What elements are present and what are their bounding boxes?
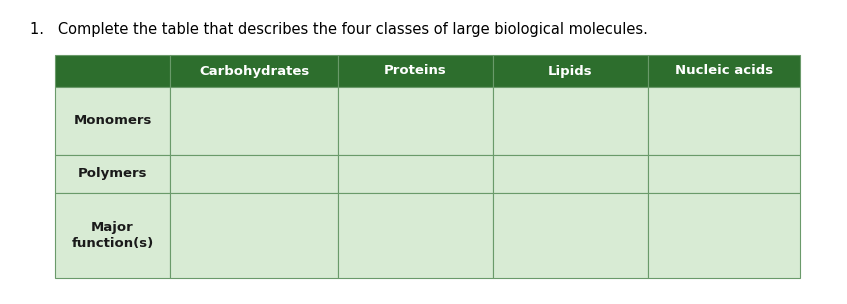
Bar <box>170 155 338 193</box>
Text: Polymers: Polymers <box>78 168 147 181</box>
Bar <box>648 193 800 278</box>
Bar <box>55 87 170 155</box>
Text: Carbohydrates: Carbohydrates <box>199 64 309 78</box>
Bar <box>338 193 493 278</box>
Text: Major
function(s): Major function(s) <box>71 222 153 250</box>
Bar <box>493 87 648 155</box>
Bar <box>55 55 170 87</box>
Text: Nucleic acids: Nucleic acids <box>675 64 773 78</box>
Text: Proteins: Proteins <box>385 64 447 78</box>
Bar <box>493 155 648 193</box>
Bar <box>648 55 800 87</box>
Bar <box>55 193 170 278</box>
Bar <box>338 87 493 155</box>
Bar <box>170 87 338 155</box>
Bar <box>493 193 648 278</box>
Bar <box>55 155 170 193</box>
Bar <box>648 155 800 193</box>
Bar <box>338 55 493 87</box>
Text: 1.   Complete the table that describes the four classes of large biological mole: 1. Complete the table that describes the… <box>30 22 648 37</box>
Bar <box>648 87 800 155</box>
Bar <box>338 155 493 193</box>
Text: Lipids: Lipids <box>548 64 593 78</box>
Bar <box>170 193 338 278</box>
Bar <box>170 55 338 87</box>
Text: Monomers: Monomers <box>74 115 152 127</box>
Bar <box>493 55 648 87</box>
